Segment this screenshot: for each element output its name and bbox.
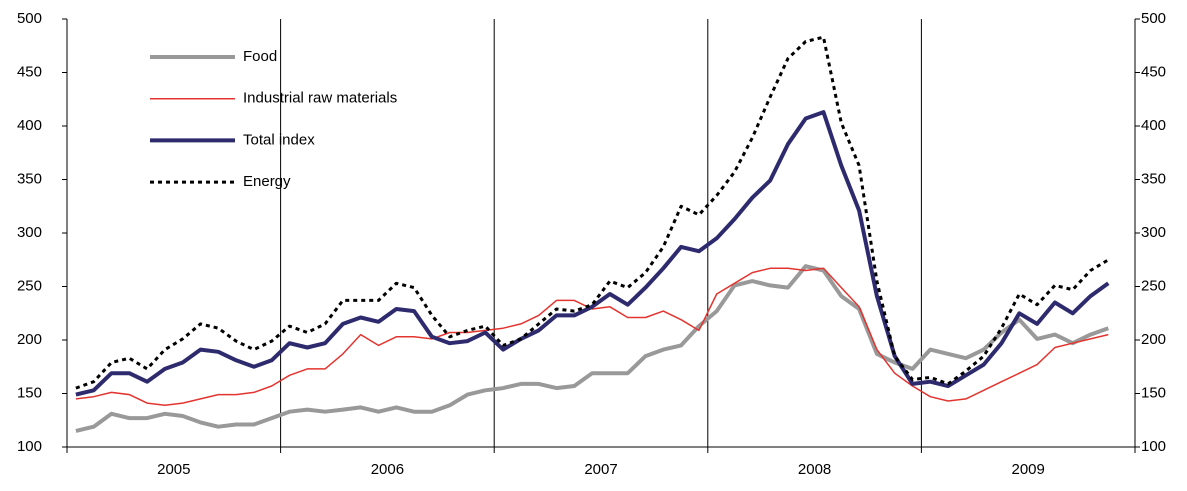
y2-tick-label: 200 (1141, 331, 1166, 348)
legend-label: Energy (243, 173, 291, 190)
x-tick-label: 2009 (1012, 461, 1045, 478)
y2-tick-label: 350 (1141, 170, 1166, 187)
series-line (75, 35, 1110, 390)
y-tick-label: 100 (17, 438, 42, 455)
y-tick-label: 350 (17, 170, 42, 187)
y-tick-label: 250 (17, 277, 42, 294)
y2-tick-label: 400 (1141, 117, 1166, 134)
x-tick-label: 2007 (584, 461, 617, 478)
series-line (75, 264, 1109, 433)
y2-tick-label: 500 (1141, 10, 1166, 27)
y-tick-label: 300 (17, 224, 42, 241)
y2-tick-label: 450 (1141, 63, 1166, 80)
y-tick-label: 150 (17, 384, 42, 401)
y-tick-label: 200 (17, 331, 42, 348)
legend-label: Food (243, 48, 277, 65)
legend-label: Industrial raw materials (243, 90, 397, 107)
y-tick-label: 450 (17, 63, 42, 80)
legend-label: Total index (243, 131, 315, 148)
x-tick-label: 2006 (371, 461, 404, 478)
y-tick-label: 400 (17, 117, 42, 134)
x-tick-label: 2005 (157, 461, 190, 478)
y-tick-label: 500 (17, 10, 42, 27)
y2-tick-label: 100 (1141, 438, 1166, 455)
x-tick-label: 2008 (798, 461, 831, 478)
series-line (75, 110, 1110, 397)
y2-tick-label: 150 (1141, 384, 1166, 401)
y2-tick-label: 300 (1141, 224, 1166, 241)
y2-tick-label: 250 (1141, 277, 1166, 294)
